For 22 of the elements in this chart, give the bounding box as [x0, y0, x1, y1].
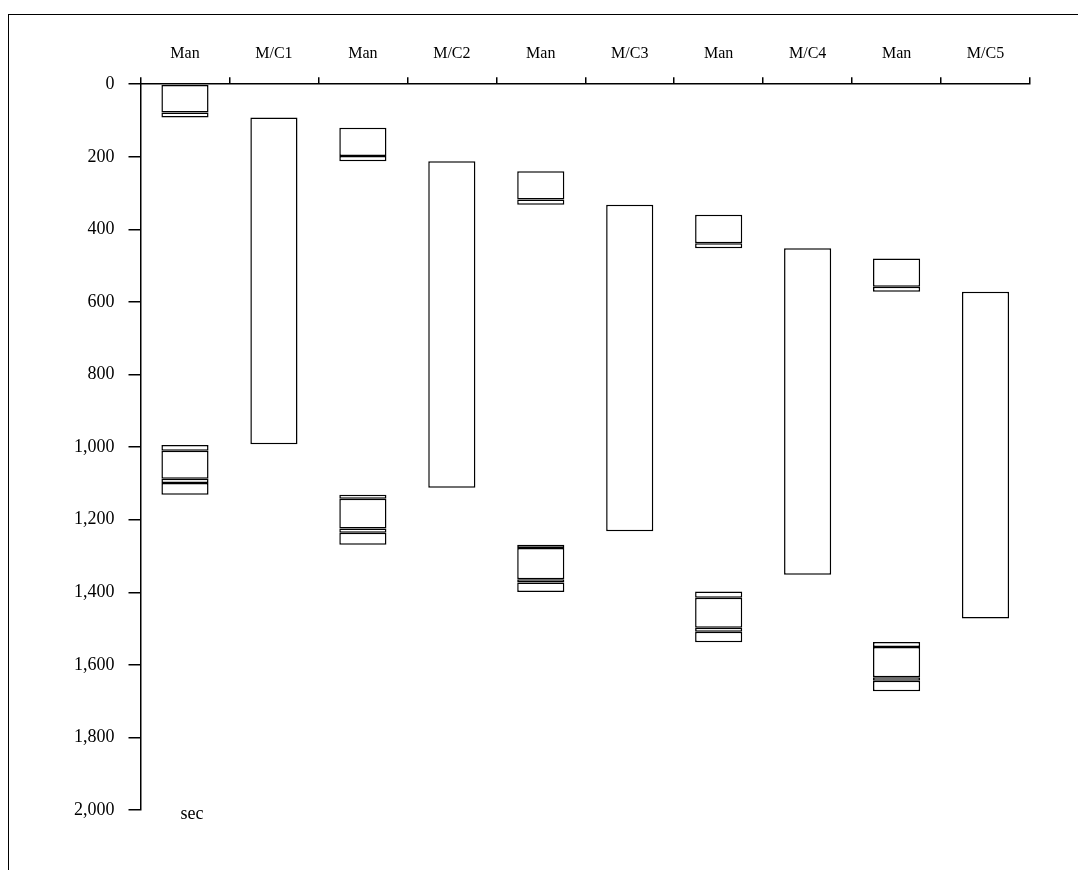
y-tick-label: 200	[87, 145, 115, 166]
annotation: sec	[180, 802, 204, 823]
x-tick-label: M/C3	[611, 43, 649, 61]
x-tick-label: Man	[526, 43, 556, 61]
y-tick-label: 600	[87, 290, 115, 311]
x-tick-label: Man	[170, 43, 200, 61]
y-tick-label: 1,600	[74, 653, 115, 674]
x-tick-label: Man	[348, 43, 378, 61]
y-tick-label: 2,000	[74, 798, 115, 819]
x-tick-label: Man	[704, 43, 734, 61]
y-tick-label: 0	[105, 72, 115, 93]
x-tick-label: M/C4	[788, 43, 827, 61]
x-tick-label: M/C2	[433, 43, 471, 61]
y-tick-label: 800	[87, 363, 115, 384]
y-tick-label: 400	[87, 218, 115, 239]
x-tick-label: M/C1	[255, 43, 293, 61]
y-tick-label: 1,000	[74, 435, 115, 456]
x-tick-label: M/C5	[966, 43, 1005, 61]
x-tick-label: Man	[881, 43, 912, 61]
y-tick-label: 1,200	[74, 508, 115, 529]
y-tick-label: 1,800	[74, 726, 115, 747]
y-tick-label: 1,400	[74, 580, 115, 601]
